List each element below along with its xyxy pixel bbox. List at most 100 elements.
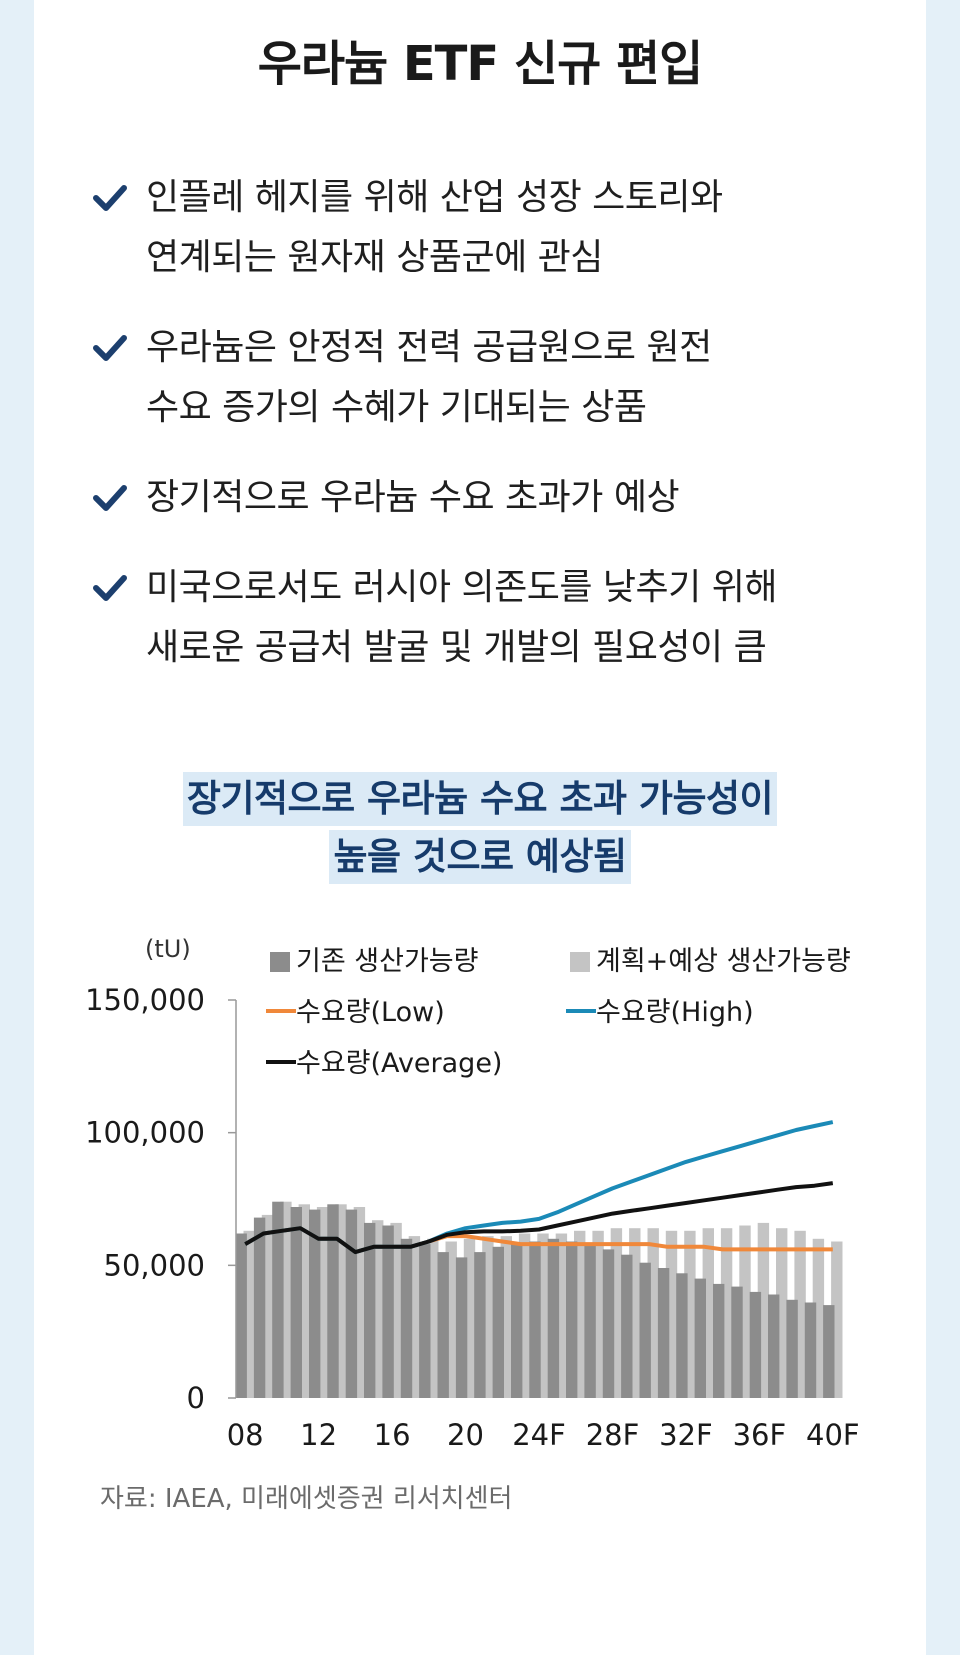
x-tick-label: 16 bbox=[374, 1418, 411, 1452]
x-tick-label: 20 bbox=[447, 1418, 484, 1452]
bar-planned bbox=[831, 1241, 843, 1398]
bar-planned bbox=[445, 1241, 457, 1398]
bar-planned bbox=[574, 1230, 586, 1398]
bullet-item: 장기적으로 우라늄 수요 초과가 예상 bbox=[92, 468, 912, 528]
bar-existing bbox=[731, 1286, 743, 1398]
check-icon bbox=[93, 485, 127, 511]
bullet-item: 미국으로서도 러시아 의존도를 낮추기 위해 새로운 공급처 발굴 및 개발의 … bbox=[92, 558, 912, 678]
bullet-text-line: 미국으로서도 러시아 의존도를 낮추기 위해 bbox=[146, 567, 777, 608]
bar-planned bbox=[316, 1207, 329, 1398]
bar-planned bbox=[518, 1233, 531, 1398]
x-tick-label: 08 bbox=[227, 1418, 264, 1452]
bar-existing bbox=[419, 1244, 431, 1398]
bar-existing bbox=[584, 1244, 596, 1398]
bar-planned bbox=[629, 1228, 641, 1398]
bar-existing bbox=[235, 1233, 247, 1398]
bar-existing bbox=[547, 1238, 560, 1398]
y-axis-unit: (tU) bbox=[145, 935, 191, 963]
bar-planned bbox=[408, 1236, 421, 1398]
bullet-text-line: 새로운 공급처 발굴 및 개발의 필요성이 큼 bbox=[146, 627, 767, 668]
legend-swatch-existing bbox=[270, 952, 290, 972]
bar-existing bbox=[657, 1268, 670, 1398]
x-tick-label: 28F bbox=[586, 1418, 640, 1452]
legend-label-high: 수요량(High) bbox=[596, 997, 754, 1028]
bar-planned bbox=[335, 1204, 347, 1398]
bar-existing bbox=[437, 1252, 449, 1398]
bar-planned bbox=[647, 1228, 659, 1398]
bar-planned bbox=[757, 1222, 770, 1398]
bar-existing bbox=[602, 1249, 615, 1398]
bar-existing bbox=[804, 1302, 817, 1398]
source-note: 자료: IAEA, 미래에셋증권 리서치센터 bbox=[100, 1484, 513, 1514]
bar-existing bbox=[309, 1209, 321, 1398]
chart-title-line: 높을 것으로 예상됨 bbox=[329, 830, 631, 884]
bar-planned bbox=[261, 1214, 274, 1398]
bar-planned bbox=[243, 1230, 255, 1398]
bar-existing bbox=[823, 1305, 835, 1398]
x-tick-label: 32F bbox=[659, 1418, 713, 1452]
bullet-list: 인플레 헤지를 위해 산업 성장 스토리와 연계되는 원자재 상품군에 관심 우… bbox=[92, 168, 912, 708]
bar-existing bbox=[345, 1209, 358, 1398]
bar-planned bbox=[537, 1233, 549, 1398]
bar-existing bbox=[382, 1225, 394, 1398]
bullet-text-line: 우라늄은 안정적 전력 공급원으로 원전 bbox=[146, 327, 712, 368]
bar-existing bbox=[694, 1278, 706, 1398]
legend: 기존 생산가능량 계획+예상 생산가능량 수요량(Low) 수요량(High) … bbox=[266, 946, 851, 1079]
bar-existing bbox=[272, 1201, 284, 1398]
bar-existing bbox=[364, 1222, 376, 1398]
bullet-item: 우라늄은 안정적 전력 공급원으로 원전 수요 증가의 수혜가 기대되는 상품 bbox=[92, 318, 912, 438]
check-icon bbox=[93, 575, 127, 601]
legend-label-existing: 기존 생산가능량 bbox=[296, 946, 478, 977]
bar-existing bbox=[492, 1246, 504, 1398]
bullet-text-line: 인플레 헤지를 위해 산업 성장 스토리와 bbox=[146, 177, 723, 218]
legend-label-planned: 계획+예상 생산가능량 bbox=[596, 946, 851, 977]
bar-planned bbox=[463, 1238, 476, 1398]
bar-planned bbox=[739, 1225, 751, 1398]
bar-existing bbox=[455, 1257, 468, 1398]
check-icon bbox=[93, 185, 127, 211]
bar-existing bbox=[290, 1207, 302, 1398]
bar-existing bbox=[768, 1294, 780, 1398]
bar-planned bbox=[720, 1228, 733, 1398]
bar-planned bbox=[427, 1238, 439, 1398]
bar-existing bbox=[749, 1291, 762, 1398]
y-tick-label: 50,000 bbox=[104, 1248, 205, 1282]
x-tick-label: 12 bbox=[300, 1418, 337, 1452]
bar-existing bbox=[253, 1217, 266, 1398]
bar-existing bbox=[474, 1252, 486, 1398]
bar-existing bbox=[529, 1241, 541, 1398]
bar-planned bbox=[776, 1228, 788, 1398]
bar-planned bbox=[665, 1230, 678, 1398]
bullet-item: 인플레 헤지를 위해 산업 성장 스토리와 연계되는 원자재 상품군에 관심 bbox=[92, 168, 912, 288]
check-icon bbox=[93, 335, 127, 361]
y-tick-label: 150,000 bbox=[85, 983, 205, 1017]
chart-title-line: 장기적으로 우라늄 수요 초과 가능성이 bbox=[182, 772, 778, 826]
bar-existing bbox=[639, 1262, 651, 1398]
line-demand-average bbox=[244, 1181, 834, 1255]
chart-title: 장기적으로 우라늄 수요 초과 가능성이 높을 것으로 예상됨 bbox=[0, 772, 960, 888]
bar-planned bbox=[482, 1236, 494, 1398]
bar-existing bbox=[786, 1299, 798, 1398]
bar-existing bbox=[676, 1273, 688, 1398]
bar-planned bbox=[610, 1228, 623, 1398]
bar-existing bbox=[511, 1244, 523, 1398]
bar-planned bbox=[812, 1238, 825, 1398]
bar-planned bbox=[280, 1201, 292, 1398]
bar-planned bbox=[298, 1204, 310, 1398]
bullet-text-line: 장기적으로 우라늄 수요 초과가 예상 bbox=[146, 477, 680, 518]
bullet-text-line: 수요 증가의 수혜가 기대되는 상품 bbox=[146, 387, 647, 428]
y-tick-label: 0 bbox=[187, 1381, 205, 1415]
bar-planned bbox=[372, 1220, 384, 1398]
x-tick-label: 24F bbox=[512, 1418, 566, 1452]
legend-swatch-planned bbox=[570, 952, 590, 972]
page-title: 우라늄 ETF 신규 편입 bbox=[257, 36, 704, 92]
bar-planned bbox=[390, 1222, 402, 1398]
bar-planned bbox=[500, 1236, 512, 1398]
bar-planned bbox=[684, 1230, 696, 1398]
legend-label-average: 수요량(Average) bbox=[296, 1048, 502, 1079]
legend-label-low: 수요량(Low) bbox=[296, 997, 445, 1028]
bar-planned bbox=[794, 1230, 806, 1398]
bar-existing bbox=[400, 1238, 413, 1398]
bar-planned bbox=[555, 1233, 568, 1398]
